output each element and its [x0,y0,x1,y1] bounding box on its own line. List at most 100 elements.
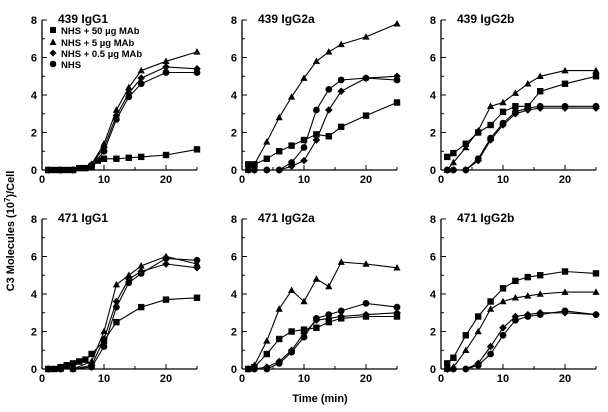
data-point-triangle [524,79,532,87]
data-point-circle [300,333,308,341]
data-point-square [125,154,132,162]
data-point-triangle [362,33,370,40]
data-point-square [338,123,345,131]
x-tick-label: 0 [39,373,45,385]
data-point-circle [137,80,145,88]
data-point-triangle [511,89,519,96]
data-point-diamond [162,63,170,71]
x-tick-label: 10 [497,373,509,385]
series-triangle [443,288,600,372]
data-point-triangle [499,98,507,106]
data-point-circle [561,102,569,110]
data-point-circle [263,365,271,373]
x-tick-label: 0 [438,373,444,385]
series-line [248,315,397,370]
series-line [48,255,198,370]
y-tick-label: 6 [231,53,237,65]
data-point-circle [393,76,401,84]
data-point-triangle [499,297,507,305]
x-tick-label: 0 [39,174,45,186]
data-point-circle [300,144,308,151]
data-point-circle [313,314,320,322]
data-point-square [512,103,519,110]
data-point-square [276,148,283,155]
data-point-diamond [337,87,345,96]
data-point-circle [512,108,519,116]
y-tick-label: 2 [231,128,237,140]
data-point-circle [443,365,451,373]
data-point-triangle [193,48,201,55]
data-point-square [592,73,600,80]
y-tick-label: 2 [231,327,237,339]
data-point-circle [251,365,258,373]
data-point-triangle [288,286,296,294]
data-point-square [138,153,145,161]
data-point-triangle [337,258,345,265]
data-point-triangle [125,271,133,279]
data-point-circle [244,166,252,174]
data-point-diamond [393,308,401,317]
data-point-square [300,136,308,144]
data-point-circle [193,256,201,264]
data-point-square [94,157,101,164]
x-tick-label: 20 [559,373,571,385]
legend-label: NHS + 0.5 µg MAb [61,49,142,60]
series-line [447,107,596,171]
data-point-circle [362,74,370,82]
data-point-circle [499,331,507,339]
data-point-circle [337,76,345,84]
data-point-square [444,360,451,367]
y-tick-label: 0 [231,165,237,177]
series-line [48,257,198,370]
data-point-square [288,142,295,149]
y-tick-label: 8 [430,15,436,27]
data-point-square [499,108,507,116]
chart-title: 439 IgG1 [58,12,108,26]
data-point-square [100,155,108,162]
series-circle [244,74,401,174]
data-point-square [325,133,332,140]
legend-marker-triangle-icon [49,38,57,45]
data-point-circle [362,299,370,307]
series-square [45,294,201,373]
legend-marker-square-icon [50,27,56,33]
data-point-square [487,298,494,305]
y-tick-label: 0 [430,364,436,376]
y-tick-label: 8 [430,214,436,226]
y-tick-label: 8 [31,214,37,226]
data-point-circle [288,159,295,166]
data-point-diamond [325,106,333,114]
x-tick-label: 10 [98,174,110,186]
data-point-triangle [487,102,495,110]
data-point-circle [193,69,201,76]
data-point-circle [275,166,283,174]
y-tick-label: 0 [31,165,37,177]
series-line [247,23,398,171]
y-tick-label: 6 [430,252,436,264]
chart-panel: 0 10 20 0 2 4 6 8 471 IgG2b [430,211,600,385]
data-point-square [393,99,401,106]
data-point-circle [69,166,77,174]
y-tick-label: 4 [31,289,38,301]
chart-title: 471 IgG1 [58,211,108,225]
chart-panel: 0 10 20 0 2 4 6 8 439 IgG2b [430,12,600,186]
data-point-square [193,294,201,301]
data-point-diamond [137,74,145,82]
data-point-square [245,161,252,168]
data-point-triangle [561,66,569,74]
data-point-circle [592,102,600,110]
data-point-triangle [592,288,600,295]
chart-title: 471 IgG2a [258,211,315,225]
data-point-square [263,155,270,162]
data-point-circle [393,303,401,311]
y-tick-label: 0 [31,364,37,376]
data-point-triangle [487,305,495,312]
data-point-square [450,149,457,157]
legend-label: NHS + 50 µg MAb [61,26,140,37]
chart-panel: 0 10 20 0 2 4 6 8 439 IgG2a [231,12,401,186]
legend-label: NHS + 5 µg MAb [61,38,134,49]
data-point-square [524,273,531,281]
series-line [248,312,398,370]
data-point-square [76,358,83,365]
data-point-square [82,356,89,363]
